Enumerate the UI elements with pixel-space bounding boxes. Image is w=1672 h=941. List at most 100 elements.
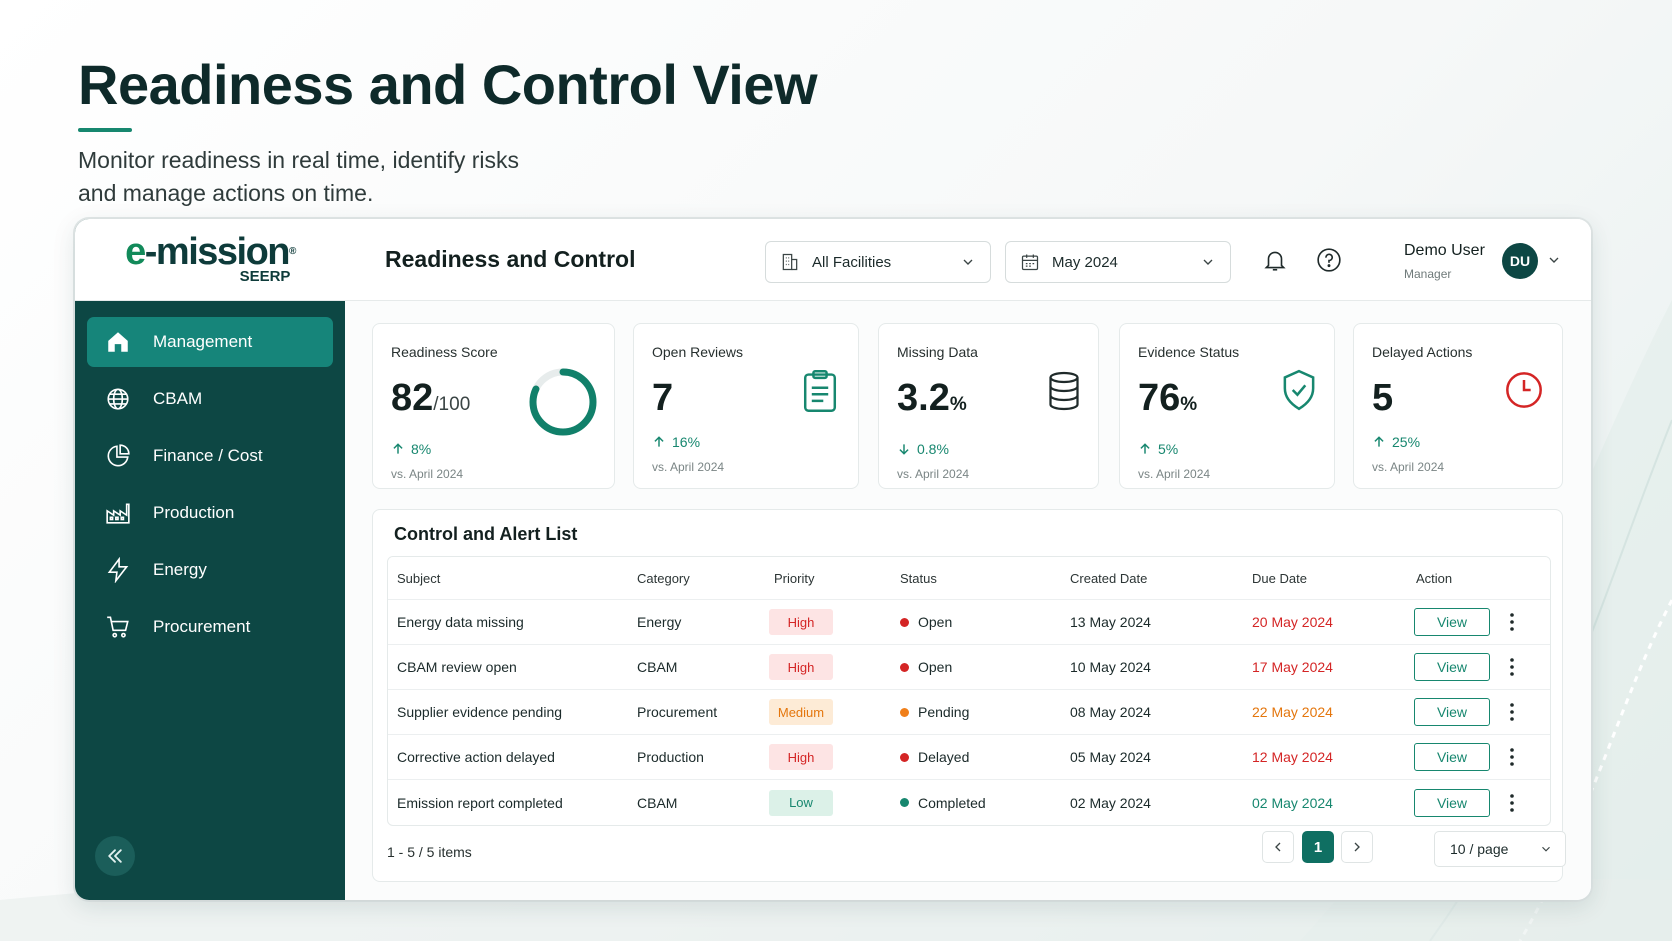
- sidebar-item-label: Management: [153, 332, 253, 351]
- chevron-down-icon: [960, 254, 976, 270]
- row-status: Pending: [900, 690, 969, 734]
- kpi-value: 3.2%: [897, 377, 967, 419]
- next-page-button[interactable]: [1341, 831, 1373, 863]
- priority-badge: High: [769, 744, 833, 770]
- cart-icon: [103, 612, 133, 642]
- view-button[interactable]: View: [1414, 653, 1490, 681]
- user-menu-chevron-icon[interactable]: [1546, 252, 1562, 268]
- page-size-select[interactable]: 10 / page: [1434, 831, 1566, 867]
- kpi-delayed-actions[interactable]: Delayed Actions 5 25% vs. April 2024: [1353, 323, 1563, 489]
- priority-badge: High: [769, 609, 833, 635]
- more-vertical-icon[interactable]: [1502, 653, 1522, 681]
- sidebar-item-label: Procurement: [153, 617, 251, 636]
- help-button[interactable]: [1312, 243, 1346, 277]
- table-row[interactable]: Energy data missing Energy High Open 13 …: [388, 600, 1550, 645]
- table-row[interactable]: Emission report completed CBAM Low Compl…: [388, 780, 1550, 825]
- column-header[interactable]: Subject: [397, 570, 441, 586]
- arrow-up-icon: [391, 442, 405, 456]
- sidebar-item-energy[interactable]: Energy: [87, 545, 333, 595]
- logo[interactable]: e-mission® SEERP: [75, 219, 345, 301]
- chevron-right-icon: [1349, 839, 1365, 855]
- topbar: Readiness and Control All Facilities May…: [345, 219, 1591, 301]
- kpi-evidence-status[interactable]: Evidence Status 76% 5% vs. April 2024: [1119, 323, 1335, 489]
- priority-badge: Medium: [769, 699, 833, 725]
- sidebar-item-label: CBAM: [153, 389, 203, 408]
- row-category: Energy: [637, 614, 682, 630]
- more-vertical-icon[interactable]: [1502, 743, 1522, 771]
- row-status: Delayed: [900, 735, 969, 779]
- row-status: Open: [900, 645, 952, 689]
- row-due-date: 12 May 2024: [1252, 749, 1333, 765]
- alert-list-title: Control and Alert List: [394, 524, 578, 544]
- row-category: Procurement: [637, 704, 718, 720]
- table-row[interactable]: Corrective action delayed Production Hig…: [388, 735, 1550, 780]
- sidebar-item-label: Finance / Cost: [153, 446, 263, 465]
- kpi-trend: 5%: [1138, 441, 1316, 457]
- arrow-up-icon: [1138, 442, 1152, 456]
- row-category: CBAM: [637, 659, 678, 675]
- globe-icon: [103, 384, 133, 414]
- facility-select-value: All Facilities: [812, 253, 892, 271]
- sidebar-item-finance-cost[interactable]: Finance / Cost: [87, 431, 333, 481]
- kpi-missing-data[interactable]: Missing Data 3.2% 0.8% vs. April 2024: [878, 323, 1099, 489]
- row-created-date: 13 May 2024: [1070, 614, 1151, 630]
- page-size-value: 10 / page: [1450, 841, 1509, 857]
- column-header[interactable]: Created Date: [1070, 570, 1148, 586]
- avatar[interactable]: DU: [1502, 243, 1538, 279]
- column-header[interactable]: Due Date: [1252, 570, 1307, 586]
- pagination-info: 1 - 5 / 5 items: [387, 844, 472, 860]
- status-dot: [900, 662, 909, 672]
- clock-icon: [1504, 370, 1544, 410]
- sidebar-item-management[interactable]: Management: [87, 317, 333, 367]
- row-status: Completed: [900, 780, 986, 825]
- column-header[interactable]: Status: [900, 570, 937, 586]
- title-underline: [78, 128, 132, 132]
- chevron-down-icon: [1539, 842, 1553, 856]
- previous-page-button[interactable]: [1262, 831, 1294, 863]
- row-category: CBAM: [637, 794, 678, 811]
- kpi-label: Delayed Actions: [1372, 344, 1473, 360]
- page-button-current[interactable]: 1: [1302, 831, 1334, 863]
- kpi-label: Open Reviews: [652, 344, 744, 360]
- alert-table: Subject Category Priority Status Created…: [387, 556, 1551, 826]
- kpi-value: 82/100: [391, 377, 471, 419]
- kpi-trend: 8%: [391, 441, 596, 457]
- user-name[interactable]: Demo User: [1404, 242, 1485, 259]
- column-header: Action: [1416, 570, 1453, 586]
- hero-subtitle-line1: Monitor readiness in real time, identify…: [78, 147, 519, 173]
- kpi-value: 76%: [1138, 377, 1198, 419]
- sidebar-item-cbam[interactable]: CBAM: [87, 374, 333, 424]
- kpi-open-reviews[interactable]: Open Reviews 7 16% vs. April 2024: [633, 323, 859, 489]
- column-header[interactable]: Category: [637, 570, 690, 586]
- more-vertical-icon[interactable]: [1502, 608, 1522, 636]
- kpi-label: Readiness Score: [391, 344, 498, 360]
- row-due-date: 17 May 2024: [1252, 659, 1333, 675]
- period-select[interactable]: May 2024: [1005, 241, 1231, 283]
- hero-subtitle-line2: and manage actions on time.: [78, 180, 374, 206]
- sidebar-item-procurement[interactable]: Procurement: [87, 602, 333, 652]
- column-header[interactable]: Priority: [774, 570, 815, 586]
- view-button[interactable]: View: [1414, 698, 1490, 726]
- row-category: Production: [637, 749, 704, 765]
- view-button[interactable]: View: [1414, 608, 1490, 636]
- table-row[interactable]: CBAM review open CBAM High Open 10 May 2…: [388, 645, 1550, 690]
- database-icon: [1045, 370, 1083, 412]
- table-row[interactable]: Supplier evidence pending Procurement Me…: [388, 690, 1550, 735]
- notifications-button[interactable]: [1258, 243, 1292, 277]
- more-vertical-icon[interactable]: [1502, 698, 1522, 726]
- view-button[interactable]: View: [1414, 788, 1490, 817]
- kpi-label: Evidence Status: [1138, 344, 1240, 360]
- hero-subtitle: Monitor readiness in real time, identify…: [78, 144, 598, 210]
- sidebar-item-production[interactable]: Production: [87, 488, 333, 538]
- row-due-date: 20 May 2024: [1252, 614, 1333, 630]
- donut-progress-icon: [527, 366, 599, 438]
- kpi-readiness-score[interactable]: Readiness Score 82/100 8% vs. April 2024: [372, 323, 615, 489]
- view-button[interactable]: View: [1414, 743, 1490, 771]
- row-subject: Emission report completed: [397, 794, 563, 811]
- collapse-sidebar-button[interactable]: [95, 836, 135, 876]
- status-dot: [900, 707, 909, 717]
- chevron-down-icon: [1200, 254, 1216, 270]
- more-vertical-icon[interactable]: [1502, 789, 1522, 817]
- facility-select[interactable]: All Facilities: [765, 241, 991, 283]
- kpi-compare: vs. April 2024: [391, 467, 464, 481]
